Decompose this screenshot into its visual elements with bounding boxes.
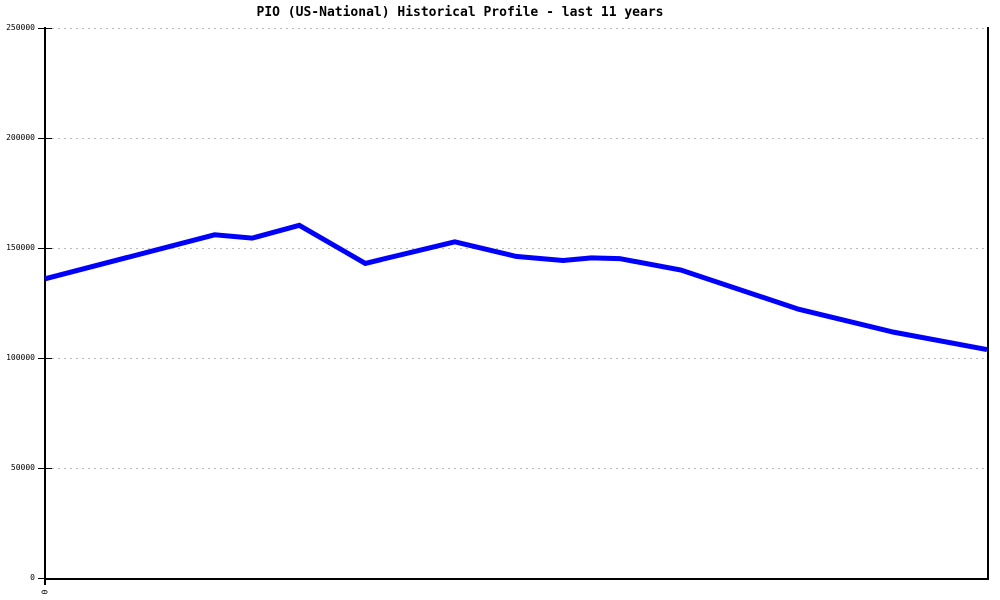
x-tick-mark <box>44 573 46 585</box>
y-tick-label: 0 <box>30 573 35 582</box>
gridline <box>46 247 985 249</box>
gridline <box>46 357 985 359</box>
y-tick-label: 200000 <box>6 133 35 142</box>
y-tick-mark <box>38 247 52 249</box>
y-tick-label: 150000 <box>6 243 35 252</box>
gridline <box>46 27 985 29</box>
x-tick-label: 0 <box>39 589 49 595</box>
gridline <box>46 467 985 469</box>
chart-title: PIO (US-National) Historical Profile - l… <box>256 5 664 20</box>
y-tick-label: 50000 <box>10 463 35 472</box>
gridline <box>46 137 985 139</box>
y-tick-mark <box>38 27 52 29</box>
y-tick-mark <box>38 357 52 359</box>
y-tick-mark <box>38 467 52 469</box>
y-tick-mark <box>38 137 52 139</box>
y-tick-label: 100000 <box>6 353 35 362</box>
plot-area <box>44 27 989 580</box>
y-tick-label: 250000 <box>6 23 35 32</box>
